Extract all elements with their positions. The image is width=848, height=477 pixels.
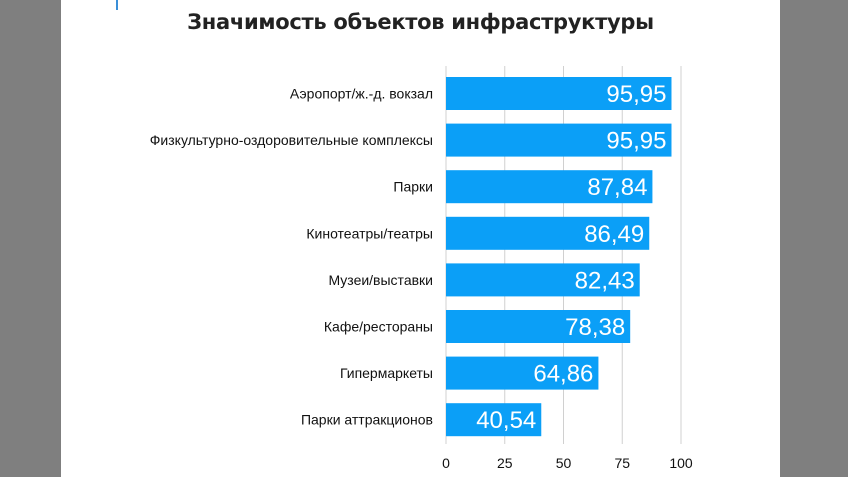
- category-label: Парки: [393, 179, 433, 195]
- category-label: Кинотеатры/театры: [306, 225, 433, 241]
- category-label: Аэропорт/ж.-д. вокзал: [290, 86, 433, 102]
- x-tick-label: 100: [669, 455, 693, 471]
- data-label: 87,84: [587, 174, 647, 201]
- bar: [446, 403, 542, 437]
- data-label: 95,95: [606, 128, 666, 155]
- category-label: Кафе/рестораны: [324, 319, 433, 335]
- bar: [446, 263, 640, 297]
- bar: [446, 123, 672, 157]
- x-tick-label: 50: [556, 455, 572, 471]
- data-label: 78,38: [565, 314, 625, 341]
- category-label: Физкультурно-оздоровительные комплексы: [150, 132, 433, 148]
- category-label: Парки аттракционов: [301, 412, 433, 428]
- x-tick-label: 25: [497, 455, 513, 471]
- data-label: 95,95: [606, 81, 666, 108]
- bar: [446, 310, 631, 343]
- x-tick-label: 0: [442, 455, 450, 471]
- bar: [446, 216, 650, 250]
- text-cursor-marker: [116, 0, 118, 10]
- data-label: 40,54: [476, 407, 536, 434]
- category-label: Музеи/выставки: [328, 272, 433, 288]
- chart-title: Значимость объектов инфраструктуры: [187, 10, 654, 34]
- bar: [446, 170, 653, 204]
- bar: [446, 77, 672, 110]
- bar: [446, 356, 599, 390]
- data-label: 82,43: [575, 267, 635, 294]
- data-label: 64,86: [533, 361, 593, 388]
- category-label: Гипермаркеты: [340, 365, 433, 381]
- x-tick-label: 75: [614, 455, 630, 471]
- data-label: 86,49: [584, 221, 644, 248]
